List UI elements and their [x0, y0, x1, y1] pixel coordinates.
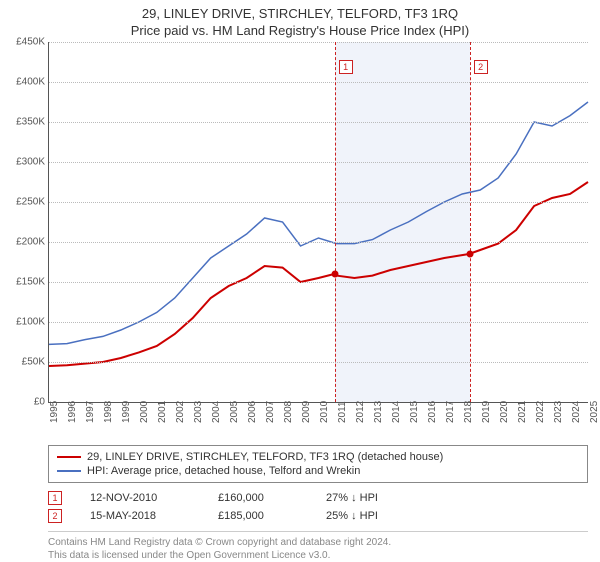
- legend-swatch: [57, 470, 81, 472]
- x-axis-label: 2010: [319, 401, 330, 423]
- y-axis-label: £450K: [3, 37, 45, 48]
- sale-dot: [466, 251, 473, 258]
- sale-marker-box: 1: [339, 60, 353, 74]
- y-axis-label: £0: [3, 397, 45, 408]
- chart-title: 29, LINLEY DRIVE, STIRCHLEY, TELFORD, TF…: [0, 0, 600, 21]
- chart-footer: Contains HM Land Registry data © Crown c…: [48, 531, 588, 562]
- sales-table: 1 12-NOV-2010 £160,000 27% ↓ HPI 2 15-MAY-201…: [48, 489, 588, 525]
- x-axis-label: 2023: [553, 401, 564, 423]
- x-axis-label: 2005: [229, 401, 240, 423]
- x-axis-label: 2019: [481, 401, 492, 423]
- y-axis-label: £350K: [3, 117, 45, 128]
- x-axis-label: 2012: [355, 401, 366, 423]
- x-axis-label: 2025: [589, 401, 600, 423]
- sale-vline: [470, 42, 471, 402]
- series-price_paid: [49, 182, 588, 366]
- x-axis-label: 1998: [103, 401, 114, 423]
- chart-container: 29, LINLEY DRIVE, STIRCHLEY, TELFORD, TF…: [0, 0, 600, 560]
- series-hpi: [49, 102, 588, 344]
- y-axis-label: £200K: [3, 237, 45, 248]
- sale-row: 2 15-MAY-2018 £185,000 25% ↓ HPI: [48, 507, 588, 525]
- x-axis-label: 1999: [121, 401, 132, 423]
- sale-price: £160,000: [218, 492, 298, 504]
- x-axis-label: 2003: [193, 401, 204, 423]
- x-axis-label: 1997: [85, 401, 96, 423]
- y-axis-label: £400K: [3, 77, 45, 88]
- x-axis-label: 2016: [427, 401, 438, 423]
- x-axis-label: 2004: [211, 401, 222, 423]
- x-axis-label: 2002: [175, 401, 186, 423]
- y-axis-label: £150K: [3, 277, 45, 288]
- legend-row: HPI: Average price, detached house, Telf…: [57, 464, 579, 478]
- y-axis-label: £300K: [3, 157, 45, 168]
- sale-delta: 27% ↓ HPI: [326, 492, 378, 504]
- chart-lines-svg: [49, 42, 588, 402]
- y-axis-label: £50K: [3, 357, 45, 368]
- x-axis-label: 2006: [247, 401, 258, 423]
- x-axis-label: 2008: [283, 401, 294, 423]
- sale-marker-box: 2: [474, 60, 488, 74]
- legend-swatch: [57, 456, 81, 458]
- x-axis-label: 2024: [571, 401, 582, 423]
- x-axis-label: 2018: [463, 401, 474, 423]
- x-axis-label: 2022: [535, 401, 546, 423]
- x-axis-label: 2011: [337, 401, 348, 423]
- x-axis-label: 2009: [301, 401, 312, 423]
- sale-date: 15-MAY-2018: [90, 510, 190, 522]
- x-axis-label: 2013: [373, 401, 384, 423]
- y-axis-label: £100K: [3, 317, 45, 328]
- x-axis-label: 2017: [445, 401, 456, 423]
- footer-line-2: This data is licensed under the Open Gov…: [48, 549, 588, 562]
- x-axis-label: 2014: [391, 401, 402, 423]
- chart-plot-area: £0£50K£100K£150K£200K£250K£300K£350K£400…: [48, 42, 588, 403]
- sale-row: 1 12-NOV-2010 £160,000 27% ↓ HPI: [48, 489, 588, 507]
- sale-price: £185,000: [218, 510, 298, 522]
- x-axis-label: 2015: [409, 401, 420, 423]
- sale-index-box: 2: [48, 509, 62, 523]
- x-axis-label: 2000: [139, 401, 150, 423]
- sale-date: 12-NOV-2010: [90, 492, 190, 504]
- sale-index-box: 1: [48, 491, 62, 505]
- sale-delta: 25% ↓ HPI: [326, 510, 378, 522]
- x-axis-label: 2001: [157, 401, 168, 423]
- chart-legend: 29, LINLEY DRIVE, STIRCHLEY, TELFORD, TF…: [48, 445, 588, 483]
- sale-vline: [335, 42, 336, 402]
- legend-label: 29, LINLEY DRIVE, STIRCHLEY, TELFORD, TF…: [87, 451, 443, 463]
- x-axis-label: 1996: [67, 401, 78, 423]
- x-axis-label: 2007: [265, 401, 276, 423]
- legend-label: HPI: Average price, detached house, Telf…: [87, 465, 360, 477]
- sale-dot: [331, 271, 338, 278]
- footer-line-1: Contains HM Land Registry data © Crown c…: [48, 536, 588, 549]
- y-axis-label: £250K: [3, 197, 45, 208]
- legend-row: 29, LINLEY DRIVE, STIRCHLEY, TELFORD, TF…: [57, 450, 579, 464]
- x-axis-label: 1995: [49, 401, 60, 423]
- x-axis-label: 2020: [499, 401, 510, 423]
- x-axis-label: 2021: [517, 401, 528, 423]
- chart-subtitle: Price paid vs. HM Land Registry's House …: [0, 21, 600, 42]
